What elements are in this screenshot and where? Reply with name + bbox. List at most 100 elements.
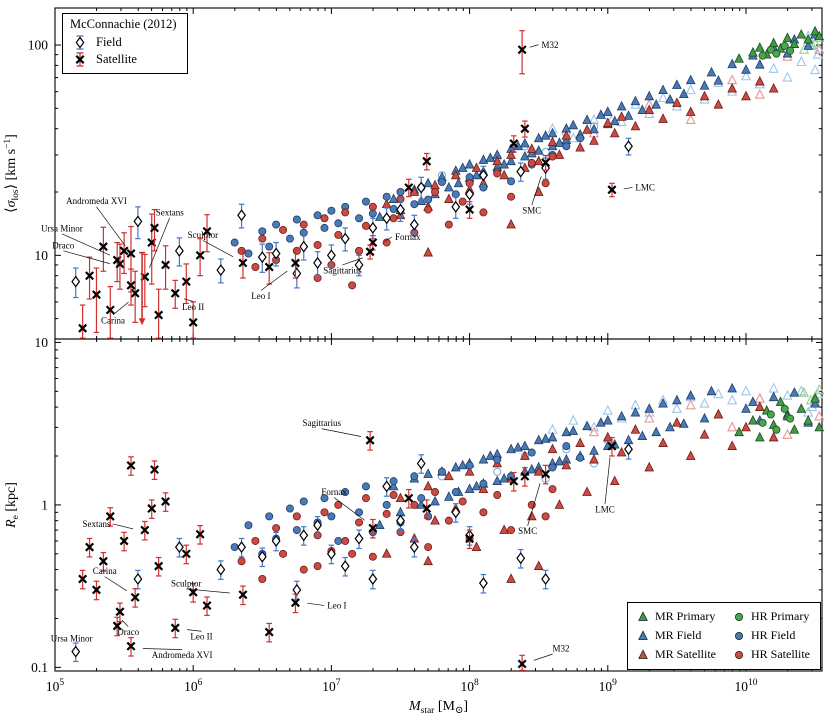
annotation-sculptor: Sculptor	[171, 578, 230, 594]
svg-text:Sculptor: Sculptor	[188, 230, 219, 240]
legend-item-satellite: Satellite	[69, 51, 177, 68]
y-tick-labels-re: 0.1 1 10	[31, 335, 48, 675]
annotation-leo-ii: Leo II	[182, 298, 204, 312]
svg-text:106: 106	[184, 678, 203, 694]
svg-text:Leo I: Leo I	[327, 601, 346, 611]
svg-text:Fornax: Fornax	[321, 487, 347, 497]
legend-label: HR Primary	[751, 609, 810, 623]
series-mr-field	[374, 28, 820, 530]
mcconnachie-legend-title: McConnachie (2012)	[70, 17, 177, 31]
svg-text:Andromeda XVI: Andromeda XVI	[152, 650, 213, 660]
svg-text:Sculptor: Sculptor	[171, 578, 202, 588]
annotation-lmc: LMC	[623, 183, 655, 193]
annotation-carina: Carina	[101, 301, 129, 325]
annotation-sextans: Sextans	[149, 207, 184, 268]
series-hr-field	[230, 134, 585, 558]
svg-text:Carina: Carina	[101, 315, 125, 325]
hr-field-marker-icon	[735, 632, 743, 640]
annotation-m32: M32	[533, 644, 570, 661]
annotation-ursa-minor: Ursa Minor	[41, 223, 110, 256]
annotation-leo-i: Leo I	[307, 601, 347, 611]
legend-item-hr-satellite: HR Satellite	[732, 646, 810, 663]
annotation-sagittarius: Sagittarius	[302, 418, 362, 437]
svg-text:10: 10	[35, 335, 49, 350]
mr-field-marker-icon	[638, 630, 648, 640]
svg-text:Ursa Minor: Ursa Minor	[51, 634, 93, 644]
svg-text:105: 105	[46, 678, 65, 694]
legend-item-field: Field	[69, 34, 177, 51]
svg-text:Sagittarius: Sagittarius	[323, 265, 362, 275]
svg-text:Sagittarius: Sagittarius	[302, 418, 341, 428]
svg-text:Re [kpc]: Re [kpc]	[4, 482, 21, 529]
svg-text:Leo II: Leo II	[182, 302, 204, 312]
svg-text:Leo I: Leo I	[251, 291, 270, 301]
y-axis-label-sigma: ⟨σlos⟩ [km s−1]	[3, 134, 21, 213]
svg-text:M32: M32	[541, 40, 558, 50]
annotation-sculptor: Sculptor	[188, 230, 234, 257]
annotation-lmc: LMC	[595, 457, 615, 514]
series-mr-satellite-open-	[588, 43, 825, 439]
legend-item-hr-primary: HR Primary	[732, 608, 810, 625]
svg-text:M32: M32	[553, 644, 570, 654]
legend-label: MR Primary	[655, 609, 716, 623]
legend-label: Satellite	[96, 52, 137, 66]
axis-ticks	[54, 8, 822, 671]
legend-item-mr-satellite: MR Satellite	[636, 646, 716, 663]
series-mcconnachie-satellite	[78, 30, 617, 671]
series-mr-primary-open-	[798, 31, 825, 405]
annotation-smc: SMC	[522, 176, 542, 216]
svg-text:SMC: SMC	[518, 526, 537, 536]
svg-text:LMC: LMC	[635, 183, 655, 193]
mcconnachie-legend-rows: Field Satellite	[69, 34, 177, 68]
legend-label: HR Field	[751, 628, 796, 642]
legend-item-mr-field: MR Field	[636, 627, 716, 644]
svg-text:⟨σlos⟩ [km s−1]: ⟨σlos⟩ [km s−1]	[3, 134, 21, 213]
svg-text:Ursa Minor: Ursa Minor	[41, 223, 83, 233]
svg-text:LMC: LMC	[595, 504, 615, 514]
series-hr-satellite	[237, 152, 557, 583]
annotation-fornax: Fornax	[383, 232, 421, 242]
legend-item-mr-primary: MR Primary	[636, 608, 716, 625]
svg-text:100: 100	[28, 38, 49, 53]
svg-text:109: 109	[599, 678, 618, 694]
svg-text:Leo II: Leo II	[190, 632, 212, 642]
annotation-andromeda-xvi: Andromeda XVI	[66, 196, 127, 247]
annotation-carina: Carina	[93, 566, 127, 592]
legend-label: MR Satellite	[655, 647, 716, 661]
legend-label: Field	[96, 35, 122, 49]
series-hr-primary	[758, 41, 795, 434]
legend-label: MR Field	[655, 628, 702, 642]
annotation-smc: SMC	[518, 483, 541, 536]
svg-text:Sextans: Sextans	[156, 207, 184, 217]
svg-text:10: 10	[35, 248, 49, 263]
annotation-ursa-minor: Ursa Minor	[51, 634, 93, 644]
annotation-sagittarius: Sagittarius	[323, 257, 363, 275]
simulation-legend: MR Primary HR Primary MR Field HR Field MR S…	[627, 602, 821, 670]
svg-text:108: 108	[460, 678, 479, 694]
annotation-draco: Draco	[117, 620, 140, 637]
y-tick-labels-sigma: 10 100	[28, 38, 49, 263]
mcconnachie-legend: McConnachie (2012) Field Satellite	[62, 13, 188, 74]
svg-text:1: 1	[41, 497, 48, 512]
legend-label: HR Satellite	[751, 647, 810, 661]
svg-text:Draco: Draco	[117, 627, 139, 637]
field-marker-icon	[75, 35, 85, 50]
svg-text:1010: 1010	[734, 678, 757, 694]
x-axis-label: Mstar [M⊙]	[408, 699, 468, 716]
series-mr-satellite	[381, 75, 779, 583]
hr-satellite-marker-icon	[735, 651, 743, 659]
svg-text:Fornax: Fornax	[395, 232, 421, 242]
mr-satellite-marker-icon	[638, 649, 648, 659]
annotation-andromeda-xvi: Andromeda XVI	[142, 648, 213, 660]
annotation-leo-i: Leo I	[251, 270, 288, 301]
annotation-fornax: Fornax	[321, 487, 365, 521]
svg-text:0.1: 0.1	[31, 660, 48, 675]
satellite-marker-icon	[75, 52, 85, 67]
svg-text:SMC: SMC	[522, 206, 541, 216]
svg-text:Andromeda XVI: Andromeda XVI	[66, 196, 127, 206]
annotation-sextans: Sextans	[82, 519, 134, 530]
mr-primary-marker-icon	[638, 611, 648, 621]
annotation-m32: M32	[529, 40, 558, 50]
